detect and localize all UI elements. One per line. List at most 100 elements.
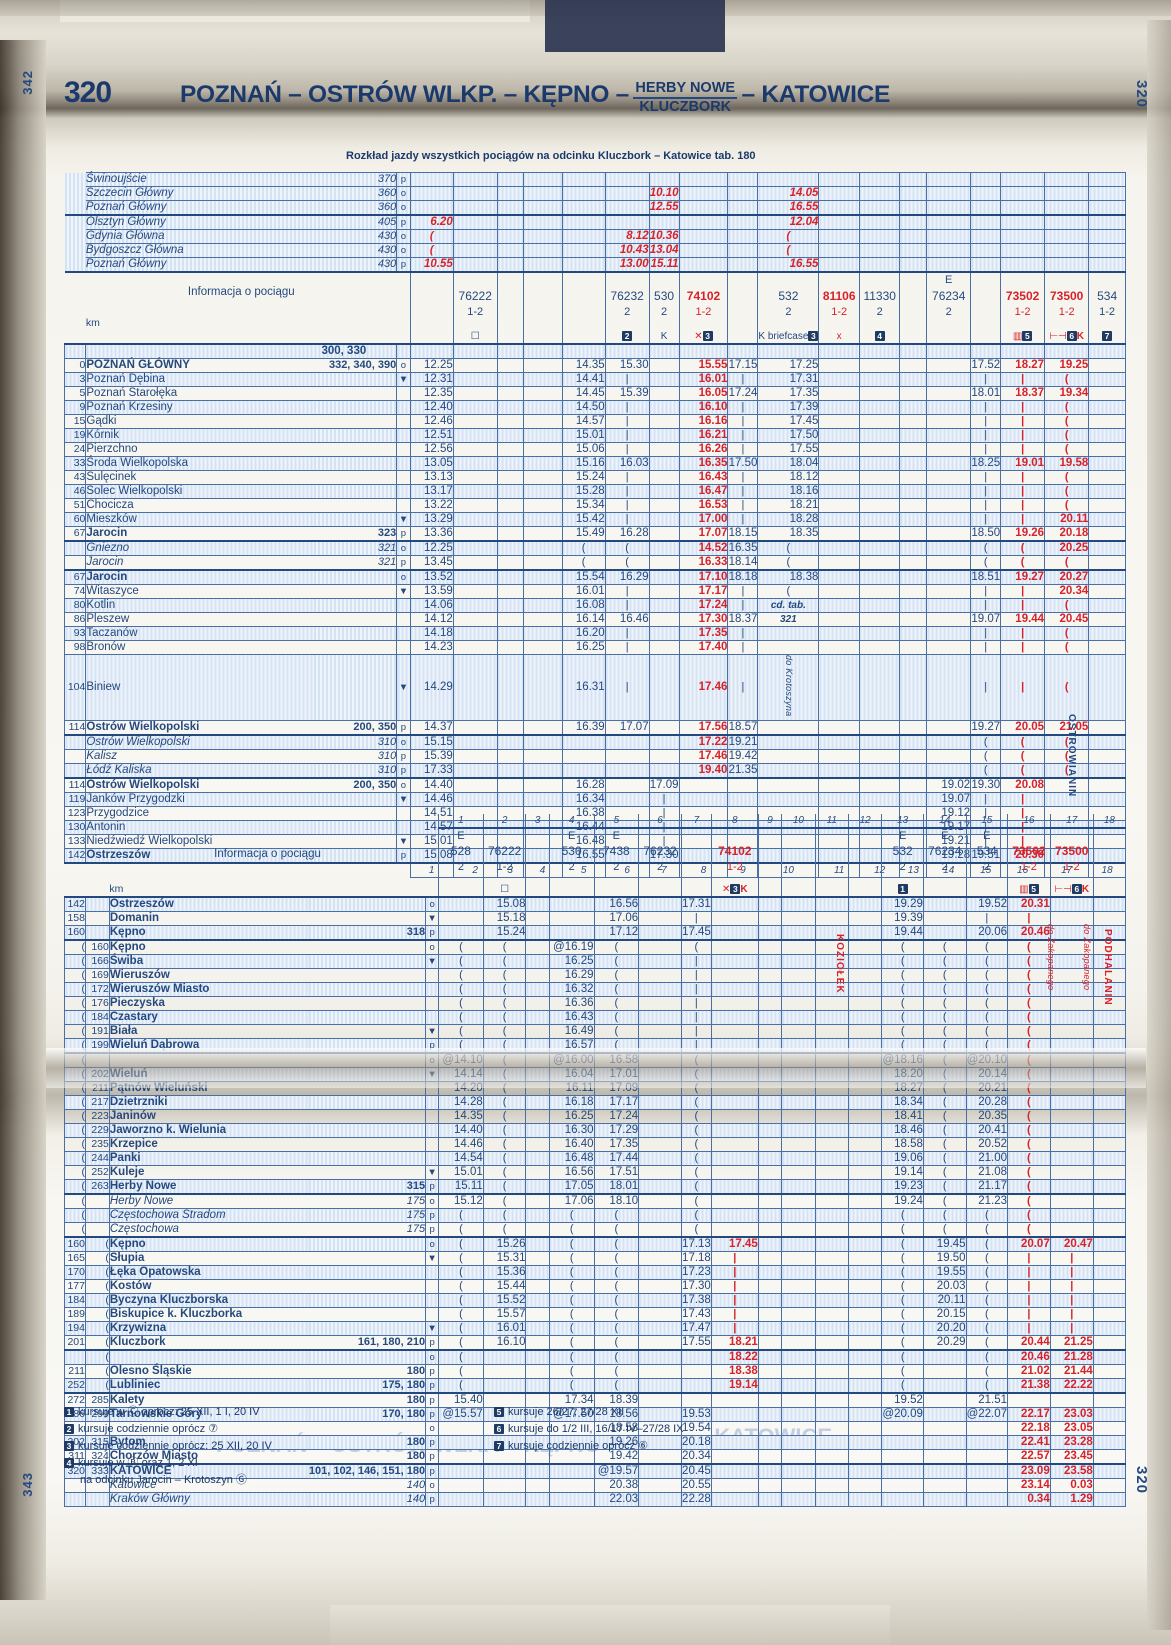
departure-time [1092, 1067, 1127, 1082]
departure-time [604, 763, 650, 779]
departure-time [1088, 749, 1126, 765]
departure-time [1049, 1109, 1094, 1124]
departure-time: ( [680, 1123, 712, 1138]
connection-time [496, 243, 524, 258]
train-marks [496, 320, 524, 345]
departure-time: ( [593, 1265, 640, 1280]
departure-time [818, 749, 860, 765]
departure-time [1092, 1179, 1127, 1195]
train-class [727, 305, 759, 320]
connection-time [522, 172, 563, 187]
departure-time: 12.25 [409, 358, 454, 373]
table-row: 19 Kórnik 12.51 15.01 | 16.21 | 17.50 | |( [63, 428, 1126, 443]
departure-time: 18.56 [593, 1407, 640, 1422]
departure-time [522, 512, 563, 527]
train-class: 1-2 [1000, 305, 1046, 320]
connection-time [899, 214, 928, 230]
station-table-ref [308, 1151, 427, 1166]
footnote-badge: 2 [622, 331, 633, 342]
departure-time: @20.09 [881, 1407, 924, 1422]
departure-time: ( [548, 1349, 595, 1365]
stop-type: ▼ [396, 512, 411, 527]
departure-time: ( [680, 1067, 712, 1082]
departure-time [757, 792, 820, 808]
distance-km-a: 165 [64, 1251, 86, 1266]
departure-time: | [727, 626, 759, 641]
station-table-ref [313, 372, 398, 387]
departure-time [638, 1109, 682, 1124]
table-row: Kraków Główny 140 p 22.03 22.28 0.34 1.29 [64, 1492, 1127, 1507]
distance-km-b: ( [85, 1293, 110, 1308]
departure-time: ( [1007, 1222, 1051, 1238]
connection-time: 16.55 [757, 200, 820, 216]
station-table-ref [308, 1010, 427, 1025]
departure-time [1088, 512, 1126, 527]
stop-type [396, 598, 411, 613]
departure-time: 20.46 [1007, 1349, 1051, 1365]
departure-time: 17.45 [710, 1236, 759, 1252]
departure-time [899, 540, 928, 556]
footnote-badge: 3 [730, 884, 741, 895]
train-number: 530 [648, 288, 680, 305]
station-name: Panki [108, 1151, 309, 1166]
distance-km: 5 [63, 386, 87, 401]
departure-time [814, 982, 849, 997]
departure-time: ( [548, 1335, 595, 1351]
departure-time: 17.24 [678, 598, 729, 613]
departure-time: @22.07 [965, 1407, 1009, 1422]
distance-km-b: ( [85, 1349, 110, 1365]
column-number: 5 [593, 814, 640, 829]
departure-time [678, 777, 729, 794]
departure-time: | [1007, 1307, 1051, 1322]
departure-time [858, 640, 901, 655]
stop-type [396, 428, 411, 443]
connection-time [727, 243, 759, 258]
departure-time: ( [438, 954, 484, 969]
departure-time [926, 526, 972, 542]
departure-time: | [970, 598, 1002, 613]
train-e-mark [1088, 271, 1126, 288]
departure-time [638, 1137, 682, 1152]
departure-time [522, 470, 563, 485]
station-table-ref [308, 1251, 427, 1266]
departure-time [757, 626, 820, 641]
train-marks [409, 320, 454, 345]
distance-km-b: 315 [85, 1435, 110, 1450]
departure-time [1088, 653, 1126, 722]
distance-km: 123 [63, 806, 87, 822]
departure-time [525, 1123, 550, 1138]
departure-time [452, 498, 498, 513]
station-name: Katowice [108, 1478, 309, 1493]
departure-time: ( [548, 1307, 595, 1322]
connection-time [678, 257, 729, 273]
connection-time [727, 214, 759, 230]
departure-time: ( [1044, 626, 1090, 641]
departure-time: ( [548, 1222, 595, 1238]
departure-time: 18.41 [881, 1109, 924, 1124]
connection-op: p [396, 172, 411, 187]
connection-time [727, 200, 759, 216]
table-row: (o(((18.22((20.46 21.28 [64, 1349, 1127, 1365]
distance-km: 114 [63, 777, 87, 794]
departure-time: ( [482, 954, 527, 969]
departure-time [604, 749, 650, 765]
distance-km-a: ( [64, 982, 86, 997]
departure-time: | [727, 598, 759, 613]
departure-time [814, 1081, 849, 1096]
distance-km-b: ( [85, 1251, 110, 1266]
station-name: Kępno [108, 925, 309, 941]
departure-time [638, 1024, 682, 1039]
departure-time: 18.16 [757, 484, 820, 499]
footnote-text: kursuje 26/27, 27/28 XII [508, 1406, 625, 1418]
departure-time [525, 1321, 550, 1336]
train-e-mark [757, 271, 820, 288]
station-table-ref [313, 640, 398, 655]
departure-time: | [1000, 792, 1046, 808]
departure-time: 15.24 [561, 470, 606, 485]
column-number: 17 [1049, 814, 1094, 829]
departure-time: | [1007, 1279, 1051, 1294]
km-label: km [109, 883, 124, 895]
stop-type: o [425, 1421, 440, 1436]
connection-time [970, 257, 1002, 273]
departure-time [847, 968, 883, 983]
